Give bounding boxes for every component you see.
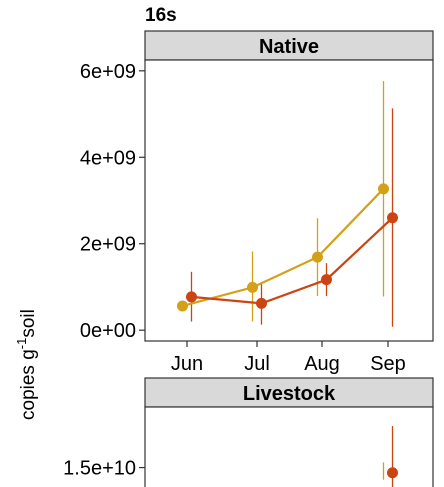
strip-label-livestock: Livestock: [243, 383, 336, 405]
data-point: [378, 183, 389, 195]
data-point: [321, 274, 332, 286]
strip-label-native: Native: [259, 36, 319, 58]
error-bars-livestock: [382, 426, 394, 487]
y-tick-label: 4e+09: [80, 147, 136, 169]
y-axis-label-unit: soil: [18, 309, 39, 338]
data-point: [177, 300, 188, 312]
panel-livestock: Livestock 1.5e+10: [63, 377, 434, 487]
x-tick-label: Jul: [244, 353, 270, 375]
data-point: [312, 251, 323, 263]
chart-title: 16s: [145, 5, 177, 26]
strip-livestock: [144, 377, 434, 408]
y-axis-label-main: copies g: [18, 349, 39, 420]
y-tick-label: 0e+00: [80, 320, 136, 342]
plot-area-livestock: [144, 406, 434, 487]
y-tick-label: 6e+09: [80, 61, 136, 83]
x-tick-label: Jun: [171, 353, 203, 375]
series-line: [191, 216, 394, 305]
strip-native: [144, 30, 434, 61]
y-axis-livestock: 1.5e+10: [63, 458, 145, 480]
y-axis-label: copies g-1soil: [14, 309, 39, 420]
panel-native: Native 0e+00 2e+09 4e+09 6e+09 Jun Jul Aug Sep: [80, 30, 434, 375]
data-point: [387, 212, 398, 224]
y-axis-native: 0e+00 2e+09 4e+09 6e+09: [80, 61, 145, 342]
data-point: [256, 297, 267, 309]
x-tick-label: Sep: [370, 353, 406, 375]
y-tick-label: 1.5e+10: [63, 458, 136, 480]
points-livestock: [387, 467, 398, 479]
series-lines-native: [182, 188, 394, 308]
data-point: [186, 291, 197, 303]
x-axis-native: Jun Jul Aug Sep: [171, 341, 406, 375]
series-line: [182, 188, 385, 308]
y-axis-label-superscript: -1: [14, 338, 29, 350]
data-point: [387, 467, 398, 479]
points-native: [177, 183, 398, 312]
data-point: [247, 281, 258, 293]
x-tick-label: Aug: [304, 353, 340, 375]
y-tick-label: 2e+09: [80, 234, 136, 256]
